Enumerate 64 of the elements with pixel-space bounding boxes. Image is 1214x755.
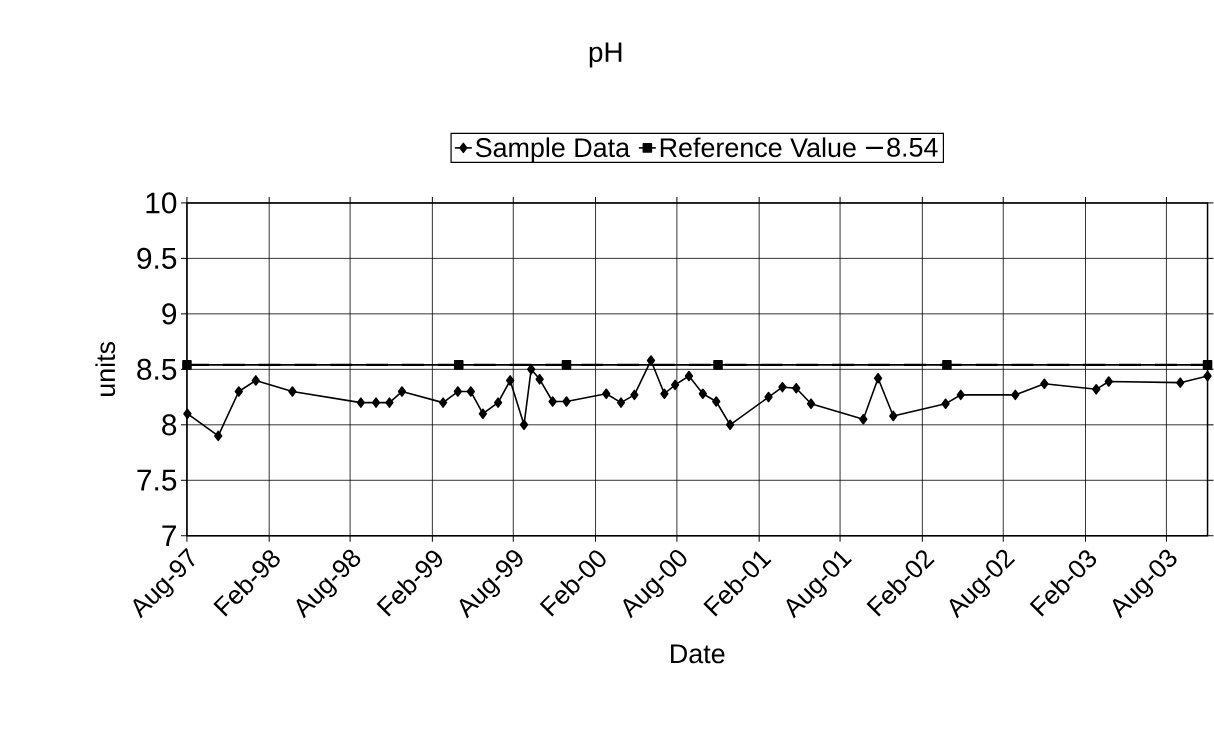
point [183, 408, 192, 420]
point [562, 396, 571, 407]
point [548, 396, 557, 407]
y-tick-label: 9.5 [137, 247, 177, 270]
point [1176, 377, 1185, 389]
point [438, 397, 448, 409]
point [684, 370, 694, 382]
point [806, 398, 816, 410]
point [527, 364, 536, 375]
point [453, 360, 464, 370]
y-tick-label: 7 [162, 525, 176, 547]
point [616, 397, 626, 409]
point [505, 375, 515, 386]
y-tick-label: 8 [162, 414, 177, 436]
point [712, 396, 721, 407]
point [942, 360, 952, 370]
point [535, 374, 544, 385]
point [1011, 389, 1020, 401]
point [660, 388, 669, 400]
y-tick-label: 8.5 [137, 358, 177, 381]
point [182, 360, 192, 370]
legend-label: 8.54 [887, 137, 938, 157]
point [397, 386, 407, 397]
point [941, 398, 950, 410]
point [466, 386, 475, 397]
point [478, 408, 488, 420]
point [602, 388, 611, 400]
y-axis-title: units [95, 342, 116, 397]
point [385, 397, 394, 409]
point [764, 391, 773, 403]
point [1040, 378, 1049, 390]
legend-label: Sample Data [475, 137, 631, 163]
point [873, 373, 883, 384]
chart-title: pH [589, 42, 622, 68]
point [1092, 384, 1101, 395]
point [519, 419, 529, 431]
point [371, 397, 381, 409]
point [288, 386, 297, 397]
y-tick-label: 10 [146, 192, 177, 214]
x-axis-title: Date [671, 644, 725, 664]
y-tick-label: 9 [162, 303, 177, 325]
point [725, 419, 735, 431]
point [234, 386, 243, 397]
point [698, 388, 707, 400]
point [859, 414, 868, 425]
point [561, 360, 572, 370]
legend-label: Reference Value [660, 137, 856, 158]
point [1104, 376, 1113, 387]
point [356, 397, 365, 409]
point [493, 397, 503, 409]
point [1203, 370, 1212, 382]
point [1202, 360, 1213, 370]
point [956, 389, 965, 401]
y-tick-label: 7.5 [137, 470, 177, 491]
point [792, 383, 801, 394]
point [453, 386, 463, 397]
point [630, 389, 639, 401]
point [670, 379, 680, 391]
point [214, 430, 223, 442]
point [778, 381, 787, 393]
point [646, 355, 656, 366]
point [251, 375, 260, 386]
point [713, 360, 723, 370]
point [889, 410, 898, 422]
